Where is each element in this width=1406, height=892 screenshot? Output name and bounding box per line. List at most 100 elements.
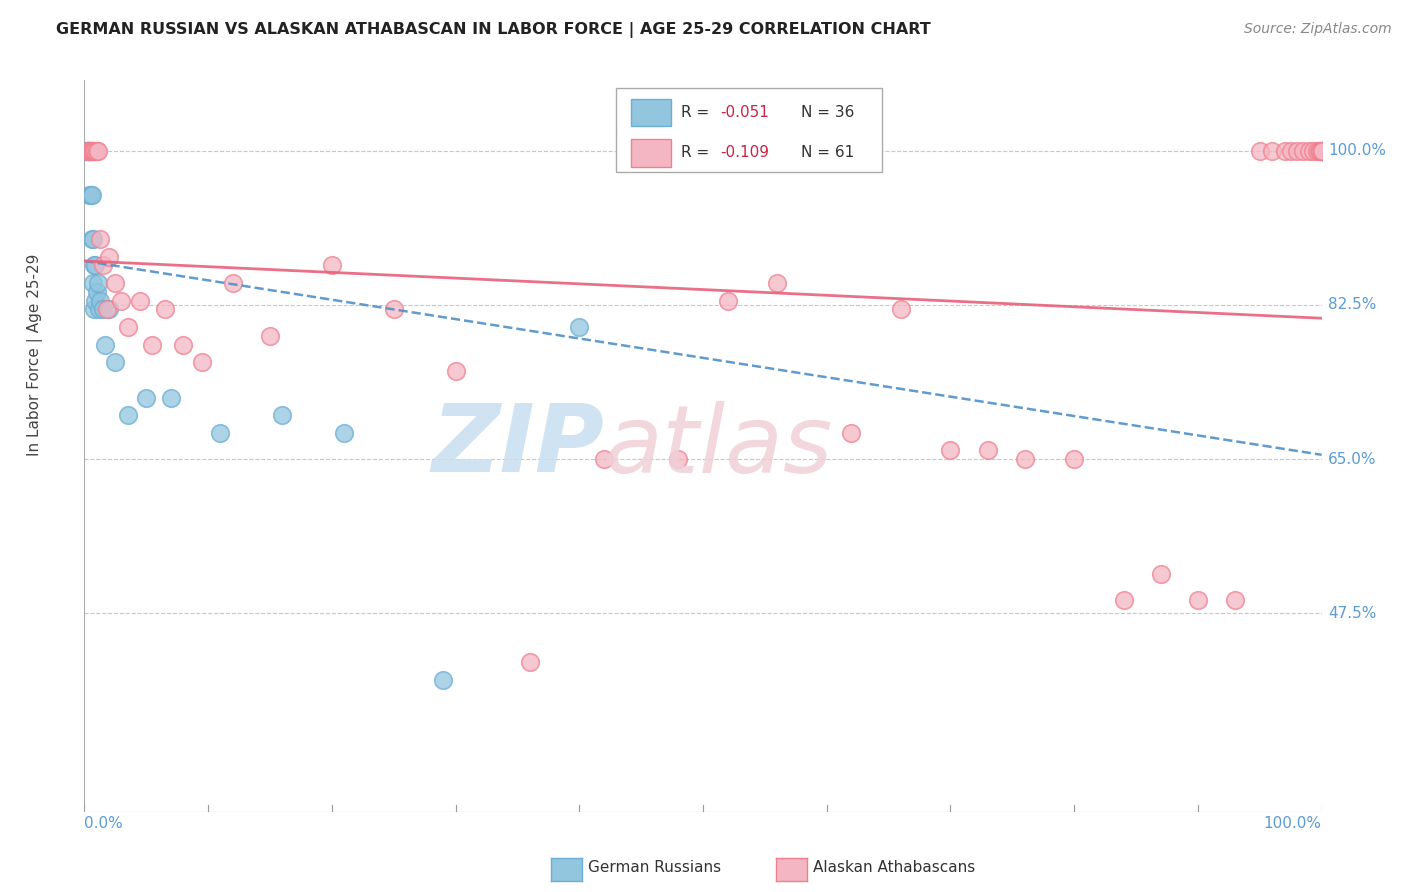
- Point: [79, 187, 101, 202]
- Point: [94, 337, 117, 351]
- Text: Alaskan Athabascans: Alaskan Athabascans: [813, 860, 974, 874]
- Point: [519, 655, 541, 669]
- Bar: [631, 99, 671, 127]
- Text: 82.5%: 82.5%: [1327, 298, 1376, 312]
- Point: [939, 443, 962, 458]
- FancyBboxPatch shape: [616, 87, 883, 171]
- Point: [766, 276, 789, 290]
- Point: [117, 320, 139, 334]
- Text: N = 61: N = 61: [801, 145, 853, 161]
- Text: 100.0%: 100.0%: [1327, 144, 1386, 158]
- Point: [1310, 144, 1333, 158]
- Point: [84, 293, 107, 308]
- Point: [153, 302, 176, 317]
- Point: [568, 320, 591, 334]
- Text: 65.0%: 65.0%: [1327, 451, 1376, 467]
- Point: [79, 144, 101, 158]
- Point: [1150, 566, 1173, 581]
- Point: [79, 187, 101, 202]
- Point: [77, 144, 100, 158]
- Point: [79, 144, 101, 158]
- Point: [1309, 144, 1331, 158]
- Point: [80, 232, 103, 246]
- Point: [1279, 144, 1302, 158]
- Point: [432, 673, 454, 687]
- Point: [89, 302, 111, 317]
- Point: [79, 144, 101, 158]
- Point: [841, 425, 863, 440]
- Point: [89, 293, 111, 308]
- Text: In Labor Force | Age 25-29: In Labor Force | Age 25-29: [27, 253, 42, 456]
- Point: [259, 329, 281, 343]
- Point: [1285, 144, 1308, 158]
- Point: [91, 302, 114, 317]
- Point: [1305, 144, 1327, 158]
- Point: [79, 144, 101, 158]
- Text: 0.0%: 0.0%: [84, 816, 124, 831]
- Point: [87, 144, 110, 158]
- Point: [593, 452, 616, 467]
- Point: [75, 144, 97, 158]
- Point: [1310, 144, 1333, 158]
- Text: N = 36: N = 36: [801, 105, 853, 120]
- Text: Source: ZipAtlas.com: Source: ZipAtlas.com: [1244, 22, 1392, 37]
- Point: [82, 144, 104, 158]
- Point: [104, 355, 127, 369]
- Point: [444, 364, 467, 378]
- Point: [83, 144, 105, 158]
- Point: [135, 391, 157, 405]
- Point: [82, 232, 104, 246]
- Point: [271, 408, 294, 422]
- Point: [77, 144, 100, 158]
- Point: [83, 302, 105, 317]
- Point: [84, 258, 107, 272]
- Point: [117, 408, 139, 422]
- Point: [209, 425, 232, 440]
- Text: atlas: atlas: [605, 401, 832, 491]
- Point: [191, 355, 214, 369]
- Point: [160, 391, 183, 405]
- Point: [86, 285, 108, 299]
- Point: [1014, 452, 1036, 467]
- Point: [1261, 144, 1284, 158]
- Point: [77, 144, 100, 158]
- Point: [1310, 144, 1333, 158]
- Point: [91, 258, 114, 272]
- Point: [84, 144, 107, 158]
- Point: [890, 302, 912, 317]
- Point: [76, 144, 98, 158]
- Point: [79, 144, 101, 158]
- Point: [77, 144, 100, 158]
- Point: [717, 293, 740, 308]
- Point: [96, 302, 118, 317]
- Point: [382, 302, 405, 317]
- Point: [1274, 144, 1296, 158]
- Point: [333, 425, 356, 440]
- Text: R =: R =: [681, 105, 714, 120]
- Bar: [631, 139, 671, 167]
- Point: [79, 144, 101, 158]
- Point: [1298, 144, 1320, 158]
- Point: [83, 258, 105, 272]
- Text: ZIP: ZIP: [432, 400, 605, 492]
- Point: [1292, 144, 1315, 158]
- Point: [87, 276, 110, 290]
- Point: [76, 144, 98, 158]
- Point: [1223, 593, 1246, 607]
- Point: [98, 302, 121, 317]
- Point: [1063, 452, 1085, 467]
- Text: German Russians: German Russians: [588, 860, 721, 874]
- Point: [1310, 144, 1333, 158]
- Point: [89, 232, 111, 246]
- Point: [1187, 593, 1209, 607]
- Point: [110, 293, 132, 308]
- Point: [1310, 144, 1333, 158]
- Point: [1302, 144, 1324, 158]
- Point: [1310, 144, 1333, 158]
- Point: [80, 187, 103, 202]
- Point: [1308, 144, 1330, 158]
- Point: [222, 276, 245, 290]
- Point: [172, 337, 194, 351]
- Point: [976, 443, 998, 458]
- Text: -0.109: -0.109: [720, 145, 769, 161]
